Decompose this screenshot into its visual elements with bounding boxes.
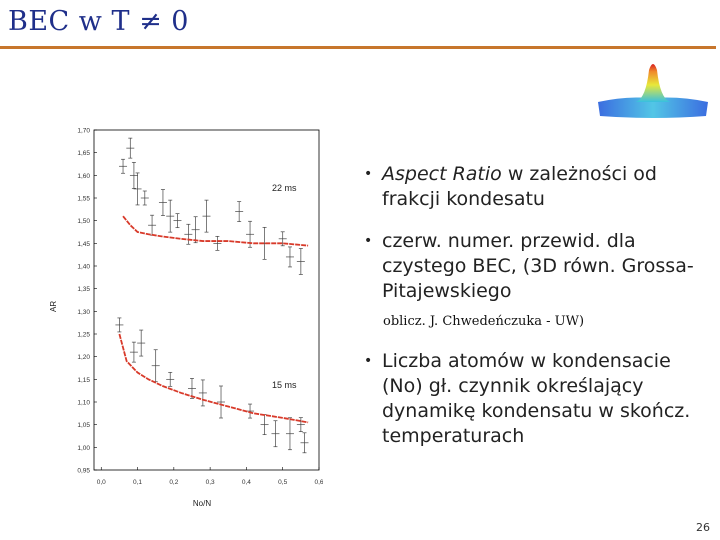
y-axis-label: AR [49, 301, 58, 312]
data-point [158, 189, 167, 216]
bullet-dot: • [364, 166, 373, 182]
y-tick-label: 1,40 [77, 264, 90, 271]
data-point [235, 201, 244, 222]
data-point [137, 329, 146, 357]
y-tick-label: 1,65 [77, 150, 90, 157]
page-number: 26 [696, 521, 710, 534]
y-tick-label: 1,10 [77, 400, 90, 407]
bullet-text: czerw. numer. przewid. dla czystego BEC,… [382, 230, 694, 302]
y-tick-label: 1,55 [77, 196, 90, 203]
data-point [217, 385, 226, 419]
y-tick-label: 1,50 [77, 218, 90, 225]
data-point [198, 379, 207, 407]
data-point [166, 199, 175, 233]
bullet-dot: • [364, 353, 373, 369]
y-tick-label: 1,25 [77, 332, 90, 339]
data-point [300, 432, 309, 454]
data-point [285, 246, 294, 268]
data-point [133, 172, 142, 206]
data-point [148, 214, 157, 236]
data-point [187, 378, 196, 399]
y-tick-label: 1,00 [77, 445, 90, 452]
data-point [129, 341, 138, 363]
calculation-credit: oblicz. J. Chwedeńczuka - UW) [383, 314, 585, 329]
x-axis-label: No/N [193, 499, 211, 508]
x-tick-label: 0,0 [97, 479, 106, 486]
y-tick-label: 1,45 [77, 241, 90, 248]
slide-title: BEC w T ≠ 0 [8, 6, 189, 37]
data-point [271, 420, 280, 448]
data-point [213, 235, 222, 251]
data-point [129, 161, 138, 189]
x-tick-label: 0,5 [278, 479, 287, 486]
y-tick-label: 1,70 [77, 128, 90, 135]
fit-line [118, 333, 309, 424]
bullet-italic-term: Aspect Ratio [382, 163, 502, 185]
y-tick-label: 1,35 [77, 286, 90, 293]
data-point [115, 317, 124, 333]
data-point [285, 417, 294, 451]
data-point [140, 190, 149, 206]
chart-annotation-15ms: 15 ms [272, 380, 297, 390]
data-point [296, 417, 305, 433]
bullet-text: w zależności od frakcji kondesatu [382, 163, 657, 210]
data-point [166, 371, 175, 387]
x-tick-label: 0,2 [169, 479, 178, 486]
data-point [278, 231, 287, 247]
data-point [126, 137, 135, 159]
fit-line [122, 215, 309, 247]
chart-annotation-22ms: 22 ms [272, 183, 297, 193]
data-point [296, 248, 305, 275]
x-tick-label: 0,4 [242, 479, 251, 486]
bec-density-thumbnail [598, 64, 708, 118]
y-tick-label: 0,95 [77, 468, 90, 475]
y-tick-label: 1,20 [77, 354, 90, 361]
data-point [119, 158, 128, 174]
aspect-ratio-chart: 0,95 1,00 1,05 1,10 1,15 1,20 1,25 1,30 1,35 1,40… [49, 128, 323, 509]
data-point [173, 213, 182, 229]
bullet-dot: • [364, 233, 373, 249]
x-tick-label: 0,6 [314, 479, 323, 486]
y-tick-label: 1,15 [77, 377, 90, 384]
data-point [202, 199, 211, 233]
y-tick-label: 1,30 [77, 309, 90, 316]
bullet-text: Liczba atomów w kondensacie (No) gł. czy… [382, 350, 691, 447]
data-point [184, 223, 193, 245]
data-point [191, 216, 200, 244]
x-tick-label: 0,3 [206, 479, 215, 486]
x-tick-label: 0,1 [133, 479, 142, 486]
y-tick-label: 1,60 [77, 173, 90, 180]
title-underline [0, 46, 716, 49]
y-tick-label: 1,05 [77, 422, 90, 429]
